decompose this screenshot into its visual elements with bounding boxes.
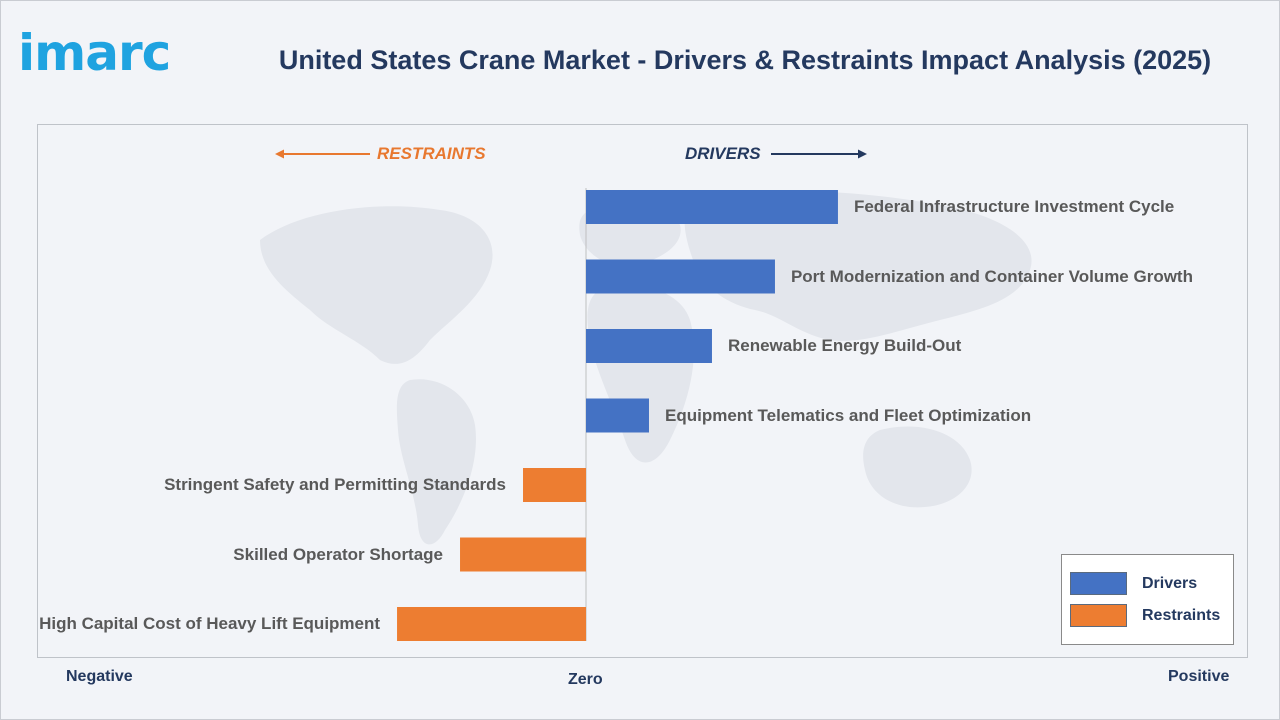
- right-arrow-icon: [771, 149, 867, 159]
- category-label-6: High Capital Cost of Heavy Lift Equipmen…: [39, 614, 381, 633]
- category-label-5: Skilled Operator Shortage: [233, 544, 444, 564]
- bar-restraint-5: [460, 537, 586, 572]
- category-label-2: Renewable Energy Build-Out: [727, 336, 962, 355]
- bar-restraint-4: [523, 468, 586, 502]
- category-label-0: Federal Infrastructure Investment Cycle: [853, 197, 1175, 216]
- category-label-3: Equipment Telematics and Fleet Optimizat…: [664, 405, 1032, 425]
- bar-driver-2: [586, 329, 712, 363]
- drivers-direction-label: DRIVERS: [685, 144, 761, 163]
- legend-label-restraints: Restraints: [1142, 607, 1221, 624]
- legend-item-drivers: Drivers: [1070, 572, 1230, 596]
- bar-driver-0: [586, 190, 838, 224]
- legend-swatch-restraints: [1070, 604, 1127, 627]
- imarc-logo: imarc: [18, 16, 208, 80]
- legend-swatch-drivers: [1070, 572, 1127, 595]
- category-label-4: Stringent Safety and Permitting Standard…: [164, 475, 507, 494]
- left-arrow-icon: [275, 149, 370, 159]
- legend-item-restraints: Restraints: [1070, 604, 1230, 628]
- chart-title: United States Crane Market - Drivers & R…: [278, 45, 1212, 75]
- legend: Drivers Restraints: [1061, 554, 1234, 645]
- axis-zero-label: Zero: [568, 671, 603, 688]
- bar-driver-3: [586, 398, 649, 433]
- bar-driver-1: [586, 259, 775, 294]
- logo-text: imarc: [18, 24, 171, 82]
- axis-positive-label: Positive: [1168, 668, 1230, 685]
- bar-restraint-6: [397, 607, 586, 641]
- legend-label-drivers: Drivers: [1142, 575, 1198, 592]
- axis-negative-label: Negative: [66, 668, 133, 685]
- category-label-1: Port Modernization and Container Volume …: [790, 266, 1193, 286]
- restraints-direction-label: RESTRAINTS: [377, 144, 486, 163]
